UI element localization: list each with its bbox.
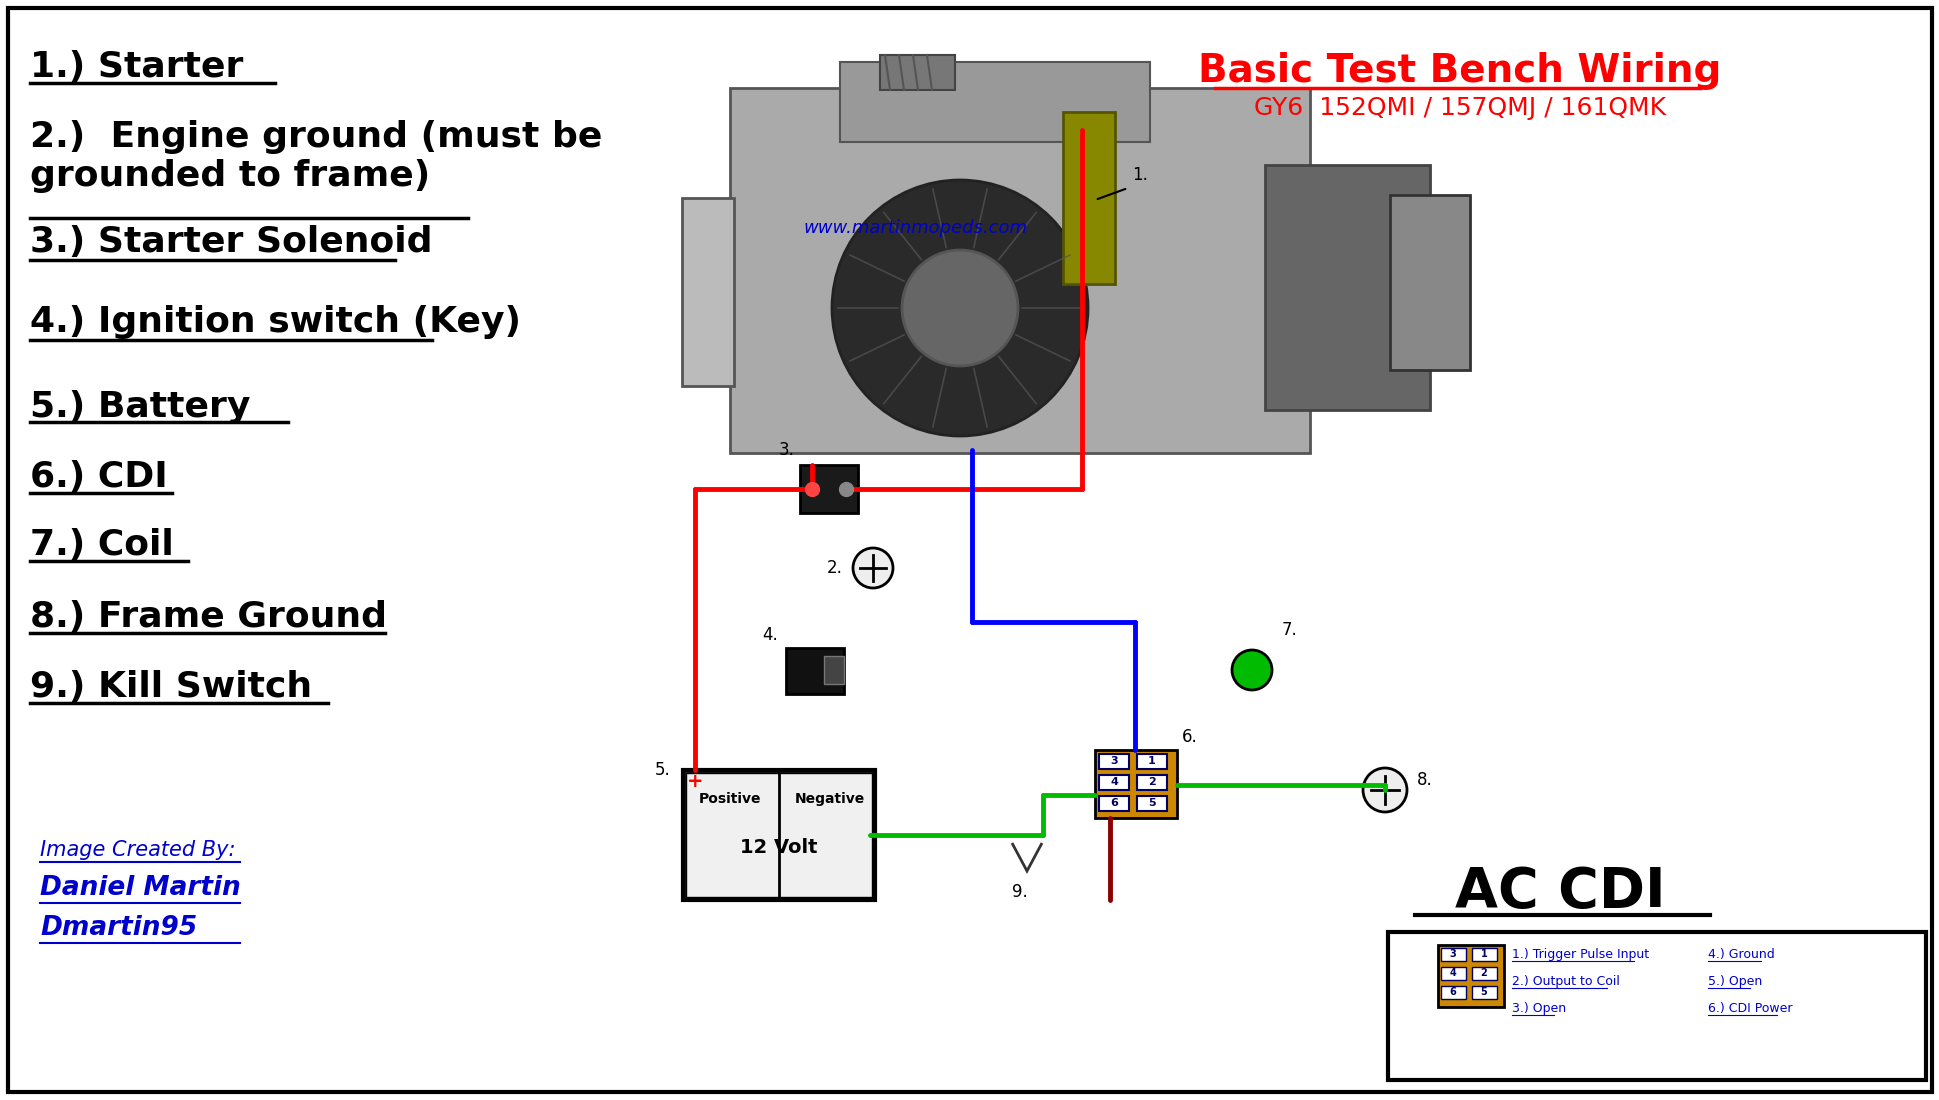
- Bar: [1097, 796, 1128, 811]
- Text: 2.)  Engine ground (must be
grounded to frame): 2.) Engine ground (must be grounded to f…: [29, 120, 603, 194]
- Bar: [1136, 796, 1167, 811]
- Bar: [1136, 776, 1167, 790]
- Text: 5.) Open: 5.) Open: [1706, 975, 1761, 988]
- Text: Positive: Positive: [698, 792, 760, 806]
- Bar: [1472, 967, 1497, 980]
- Bar: [1472, 948, 1497, 961]
- Text: 3.) Starter Solenoid: 3.) Starter Solenoid: [29, 226, 432, 258]
- Bar: [1441, 986, 1466, 999]
- Text: 7.: 7.: [1282, 621, 1297, 639]
- Text: 1.) Trigger Pulse Input: 1.) Trigger Pulse Input: [1510, 948, 1648, 961]
- Text: 6.) CDI: 6.) CDI: [29, 460, 167, 494]
- Text: 3: 3: [1448, 949, 1456, 959]
- Text: 6.: 6.: [1181, 728, 1196, 746]
- Text: 6: 6: [1448, 987, 1456, 997]
- Text: 5.: 5.: [655, 761, 671, 779]
- Bar: [880, 55, 954, 90]
- Text: 1.) Starter: 1.) Starter: [29, 50, 242, 84]
- Bar: [824, 656, 843, 684]
- Text: 2: 2: [1479, 968, 1487, 978]
- Bar: [1094, 750, 1177, 818]
- Text: 12 Volt: 12 Volt: [741, 838, 818, 858]
- Bar: [1097, 754, 1128, 769]
- Circle shape: [902, 250, 1018, 366]
- Text: Daniel Martin: Daniel Martin: [41, 874, 240, 901]
- Bar: [785, 648, 843, 694]
- Bar: [683, 770, 874, 900]
- Circle shape: [853, 548, 892, 588]
- Bar: [683, 198, 733, 386]
- Bar: [1097, 776, 1128, 790]
- Bar: [686, 773, 871, 896]
- Text: 5.) Battery: 5.) Battery: [29, 390, 250, 424]
- Bar: [1264, 165, 1429, 410]
- Text: 7.) Coil: 7.) Coil: [29, 528, 175, 562]
- Text: 4.: 4.: [762, 626, 778, 644]
- Text: 1.: 1.: [1132, 166, 1148, 184]
- Circle shape: [1363, 768, 1406, 812]
- Circle shape: [832, 180, 1088, 436]
- Bar: [1441, 948, 1466, 961]
- Text: Dmartin95: Dmartin95: [41, 915, 198, 940]
- Text: www.martinmopeds.com: www.martinmopeds.com: [803, 219, 1026, 236]
- Text: Negative: Negative: [795, 792, 865, 806]
- Text: 9.: 9.: [1012, 883, 1028, 901]
- Text: 4.) Ignition switch (Key): 4.) Ignition switch (Key): [29, 305, 522, 339]
- Text: Basic Test Bench Wiring: Basic Test Bench Wiring: [1198, 52, 1720, 90]
- Text: 2: 2: [1148, 778, 1156, 788]
- Text: 1: 1: [1148, 757, 1156, 767]
- Text: 4: 4: [1109, 778, 1117, 788]
- Text: +: +: [686, 772, 702, 791]
- Circle shape: [1231, 650, 1272, 690]
- Bar: [729, 88, 1309, 453]
- Text: 6: 6: [1109, 799, 1117, 808]
- Text: 3: 3: [1109, 757, 1117, 767]
- Bar: [1063, 112, 1115, 284]
- Text: 4: 4: [1448, 968, 1456, 978]
- Bar: [1136, 754, 1167, 769]
- Text: 2.) Output to Coil: 2.) Output to Coil: [1510, 975, 1619, 988]
- Text: Image Created By:: Image Created By:: [41, 840, 235, 860]
- Text: 3.: 3.: [779, 441, 795, 459]
- Text: AC CDI: AC CDI: [1454, 865, 1664, 918]
- Text: 1: 1: [1479, 949, 1487, 959]
- Text: 2.: 2.: [826, 559, 843, 578]
- Text: 5: 5: [1148, 799, 1156, 808]
- Bar: [1472, 986, 1497, 999]
- Text: 8.: 8.: [1415, 771, 1433, 789]
- Bar: [1441, 967, 1466, 980]
- Text: 6.) CDI Power: 6.) CDI Power: [1706, 1002, 1792, 1015]
- Text: 3.) Open: 3.) Open: [1510, 1002, 1565, 1015]
- Bar: [799, 465, 857, 513]
- Text: GY6  152QMI / 157QMJ / 161QMK: GY6 152QMI / 157QMJ / 161QMK: [1253, 96, 1666, 120]
- Text: 5: 5: [1479, 987, 1487, 997]
- Bar: [840, 62, 1150, 142]
- Text: 4.) Ground: 4.) Ground: [1706, 948, 1774, 961]
- Bar: [1388, 195, 1470, 370]
- Bar: [1437, 945, 1503, 1006]
- Bar: [1386, 932, 1925, 1080]
- Text: 9.) Kill Switch: 9.) Kill Switch: [29, 670, 312, 704]
- Text: 8.) Frame Ground: 8.) Frame Ground: [29, 600, 386, 634]
